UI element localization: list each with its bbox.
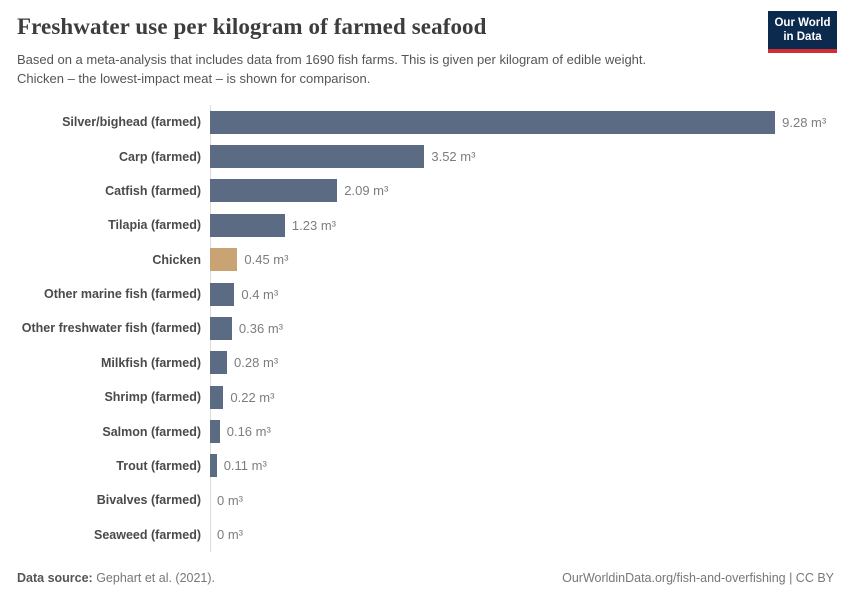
subtitle-line-2: Chicken – the lowest-impact meat – is sh… bbox=[17, 71, 371, 86]
value-label: 9.28 m³ bbox=[782, 114, 827, 130]
bar[interactable] bbox=[210, 145, 425, 169]
category-label: Chicken bbox=[152, 252, 201, 267]
credit-line[interactable]: OurWorldinData.org/fish-and-overfishing … bbox=[562, 571, 834, 585]
bar-track: 3.52 m³ bbox=[210, 145, 834, 169]
bar-track: 0.4 m³ bbox=[210, 282, 834, 306]
bar[interactable] bbox=[210, 454, 217, 478]
owid-logo-box: Our World in Data bbox=[768, 11, 837, 49]
data-source: Data source: Gephart et al. (2021). bbox=[17, 571, 215, 585]
chart-row: Catfish (farmed) 2.09 m³ bbox=[16, 174, 834, 208]
owid-logo[interactable]: Our World in Data bbox=[768, 11, 837, 53]
owid-logo-red-strip bbox=[768, 49, 837, 53]
page-title: Freshwater use per kilogram of farmed se… bbox=[17, 14, 487, 39]
bar[interactable] bbox=[210, 110, 776, 134]
value-label: 0.4 m³ bbox=[241, 286, 279, 302]
chart-row: Other freshwater fish (farmed) 0.36 m³ bbox=[16, 311, 834, 345]
value-label: 0.28 m³ bbox=[234, 355, 279, 371]
data-source-text: Gephart et al. (2021). bbox=[92, 571, 216, 585]
category-label: Other freshwater fish (farmed) bbox=[21, 321, 201, 336]
category-label: Carp (farmed) bbox=[119, 149, 201, 164]
owid-logo-line-1: Our World bbox=[774, 17, 831, 29]
chart-row: Chicken 0.45 m³ bbox=[16, 243, 834, 277]
chart-header: Freshwater use per kilogram of farmed se… bbox=[17, 14, 750, 88]
subtitle-line-1: Based on a meta-analysis that includes d… bbox=[17, 52, 647, 67]
category-label: Silver/bighead (farmed) bbox=[62, 115, 201, 130]
data-source-label: Data source: bbox=[17, 571, 93, 585]
bar-track: 0.45 m³ bbox=[210, 248, 834, 272]
chart-row: Trout (farmed) 0.11 m³ bbox=[16, 449, 834, 483]
value-label: 1.23 m³ bbox=[291, 217, 336, 233]
category-label: Salmon (farmed) bbox=[102, 424, 201, 439]
category-label: Catfish (farmed) bbox=[105, 183, 201, 198]
bar-track: 0.36 m³ bbox=[210, 316, 834, 340]
chart-row: Seaweed (farmed) 0 m³ bbox=[16, 518, 834, 552]
category-label: Bivalves (farmed) bbox=[96, 493, 201, 508]
chart-footer: Data source: Gephart et al. (2021). OurW… bbox=[17, 571, 834, 585]
value-label: 0.36 m³ bbox=[238, 320, 283, 336]
bar-track: 0.28 m³ bbox=[210, 351, 834, 375]
chart-row: Other marine fish (farmed) 0.4 m³ bbox=[16, 277, 834, 311]
bar-track: 2.09 m³ bbox=[210, 179, 834, 203]
chart-row: Milkfish (farmed) 0.28 m³ bbox=[16, 346, 834, 380]
bar[interactable] bbox=[210, 385, 224, 409]
chart-row: Carp (farmed) 3.52 m³ bbox=[16, 139, 834, 173]
bar-track: 1.23 m³ bbox=[210, 213, 834, 237]
chart-row: Shrimp (farmed) 0.22 m³ bbox=[16, 380, 834, 414]
chart-row: Silver/bighead (farmed) 9.28 m³ bbox=[16, 105, 834, 139]
bar-track: 9.28 m³ bbox=[210, 110, 834, 134]
bar[interactable] bbox=[210, 316, 232, 340]
chart-row: Bivalves (farmed) 0 m³ bbox=[16, 483, 834, 517]
bar-track: 0 m³ bbox=[210, 523, 834, 546]
bar[interactable] bbox=[210, 179, 338, 203]
value-label: 2.09 m³ bbox=[344, 183, 389, 199]
bar-track: 0.22 m³ bbox=[210, 385, 834, 409]
category-label: Milkfish (farmed) bbox=[100, 355, 201, 370]
bar-chart: Silver/bighead (farmed) 9.28 m³ Carp (farm… bbox=[16, 105, 834, 552]
bar-track: 0 m³ bbox=[210, 489, 834, 512]
owid-logo-line-2: in Data bbox=[783, 31, 822, 43]
chart-row: Tilapia (farmed) 1.23 m³ bbox=[16, 208, 834, 242]
category-label: Shrimp (farmed) bbox=[104, 390, 201, 405]
bar[interactable] bbox=[210, 420, 220, 444]
value-label: 0.22 m³ bbox=[230, 389, 275, 405]
value-label: 0.45 m³ bbox=[244, 252, 289, 268]
bar[interactable] bbox=[210, 248, 238, 272]
bar[interactable] bbox=[210, 351, 228, 375]
chart-subtitle: Based on a meta-analysis that includes d… bbox=[17, 50, 750, 88]
bar-track: 0.11 m³ bbox=[210, 454, 834, 478]
category-label: Other marine fish (farmed) bbox=[44, 287, 201, 302]
value-label: 0 m³ bbox=[217, 492, 243, 508]
category-label: Tilapia (farmed) bbox=[108, 218, 201, 233]
category-label: Seaweed (farmed) bbox=[94, 527, 201, 542]
bar[interactable] bbox=[210, 213, 285, 237]
value-label: 0.11 m³ bbox=[223, 458, 267, 474]
value-label: 0 m³ bbox=[217, 527, 243, 543]
value-label: 3.52 m³ bbox=[431, 149, 476, 165]
category-label: Trout (farmed) bbox=[116, 458, 201, 473]
value-label: 0.16 m³ bbox=[226, 424, 271, 440]
bar-track: 0.16 m³ bbox=[210, 420, 834, 444]
chart-row: Salmon (farmed) 0.16 m³ bbox=[16, 414, 834, 448]
bar[interactable] bbox=[210, 282, 235, 306]
